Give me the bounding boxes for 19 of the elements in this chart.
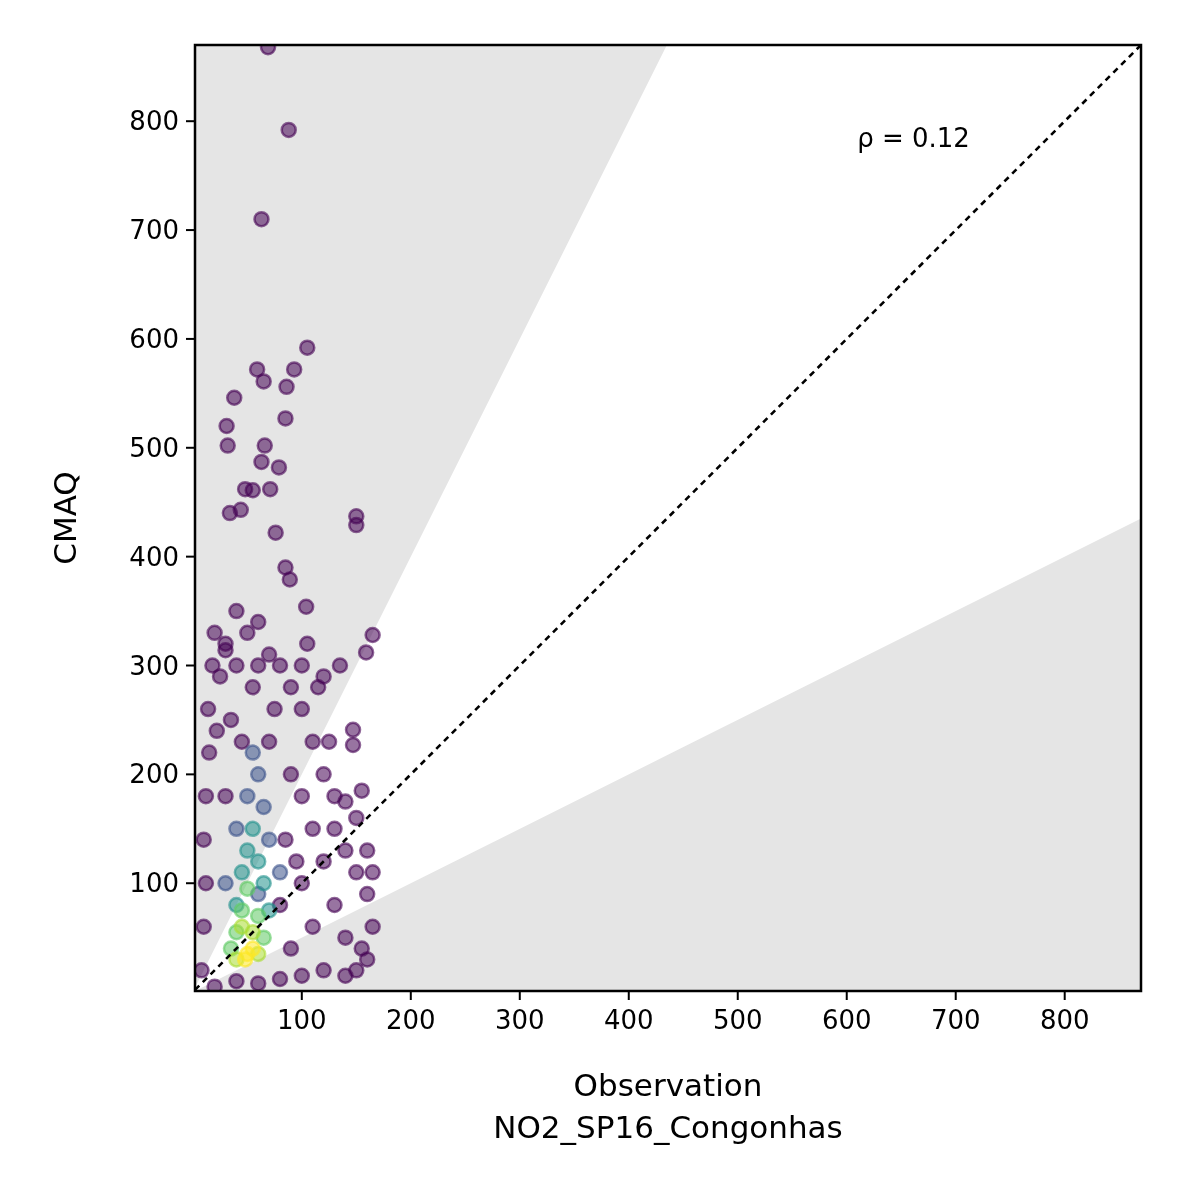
x-tick-label: 100 — [276, 1005, 327, 1035]
y-tick-label: 200 — [129, 759, 179, 790]
x-axis-title: Observation NO2_SP16_Congonhas — [493, 1067, 843, 1145]
y-axis-title: CMAQ — [47, 471, 83, 565]
x-tick-label: 600 — [821, 1005, 872, 1035]
annotation: ρ = 0.12 — [857, 123, 970, 153]
y-tick-label: 700 — [129, 215, 179, 246]
y-tick-label: 400 — [129, 541, 179, 572]
y-tick-label: 500 — [129, 432, 179, 463]
x-tick-label: 800 — [1039, 1005, 1090, 1035]
y-tick-label: 800 — [129, 106, 179, 137]
x-tick-label: 700 — [930, 1005, 981, 1035]
x-tick-label: 200 — [385, 1005, 436, 1035]
x-tick-label: 300 — [494, 1005, 545, 1035]
y-tick-label: 600 — [129, 324, 179, 355]
x-tick-label: 400 — [603, 1005, 654, 1035]
x-tick-label: 500 — [712, 1005, 763, 1035]
y-tick-label: 100 — [129, 868, 179, 899]
y-tick-label: 300 — [129, 650, 179, 681]
